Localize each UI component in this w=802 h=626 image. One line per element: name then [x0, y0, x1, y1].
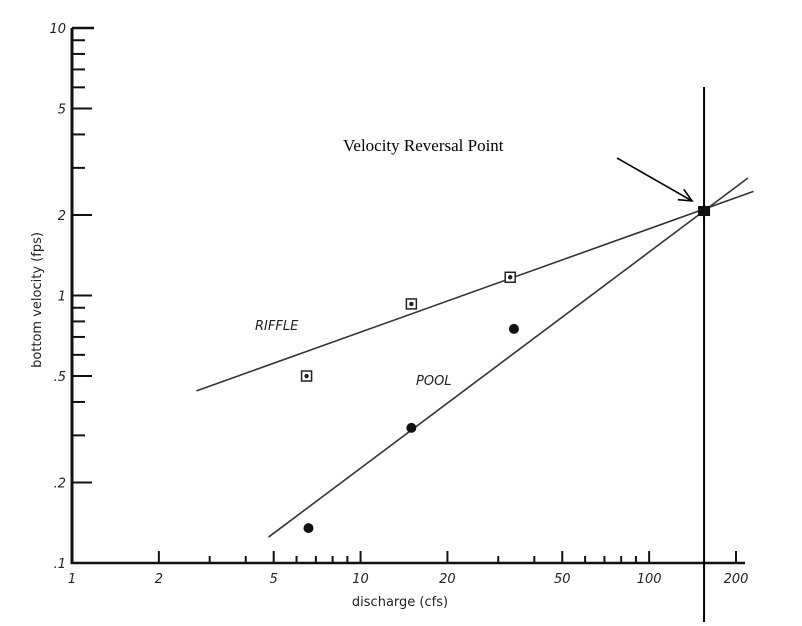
riffle-point-dot — [507, 275, 513, 280]
pool-label: POOL — [416, 374, 452, 389]
x-ticks: 1 2 5 10 20 50 100 200 — [68, 551, 749, 587]
riffle-point-dot — [304, 373, 309, 379]
y-tick-label: 10 — [49, 22, 66, 37]
x-tick-label: 1 — [68, 572, 76, 587]
x-tick-label: 50 — [554, 572, 571, 587]
axes — [70, 28, 745, 565]
x-axis-title: discharge (cfs) — [352, 595, 448, 610]
annotation-arrow-head — [677, 188, 694, 202]
y-tick-label: 1 — [58, 290, 66, 305]
pool-point — [406, 422, 417, 433]
fit-lines — [196, 87, 754, 622]
y-axis-title: bottom velocity (fps) — [30, 232, 45, 368]
y-ticks: 1 2 5 10 .1 .2 .5 — [49, 22, 94, 572]
x-tick-label: 100 — [637, 572, 662, 587]
y-tick-label: 5 — [58, 103, 66, 118]
y-tick-label: .2 — [54, 476, 66, 491]
x-tick-label: 20 — [439, 572, 456, 587]
riffle-fit-line — [196, 190, 754, 392]
annotation-arrow-shaft — [616, 157, 693, 202]
pool-point — [508, 323, 519, 334]
series-labels: RIFFLE POOL — [255, 319, 452, 389]
annotation-group: Velocity Reversal Point — [343, 136, 694, 202]
annotation-text: Velocity Reversal Point — [343, 136, 504, 155]
x-tick-label: 200 — [724, 572, 749, 587]
y-tick-label: 2 — [58, 209, 66, 224]
reversal-point-marker — [698, 205, 711, 216]
pool-point — [303, 523, 314, 534]
y-tick-label: .1 — [54, 557, 66, 572]
riffle-label: RIFFLE — [255, 319, 299, 334]
x-tick-label: 5 — [270, 572, 278, 587]
x-tick-label: 2 — [155, 572, 163, 587]
y-tick-label: .5 — [54, 370, 66, 385]
pool-fit-line — [268, 177, 749, 538]
data-points — [300, 205, 711, 534]
x-tick-label: 10 — [352, 572, 369, 587]
riffle-point-dot — [409, 301, 414, 307]
